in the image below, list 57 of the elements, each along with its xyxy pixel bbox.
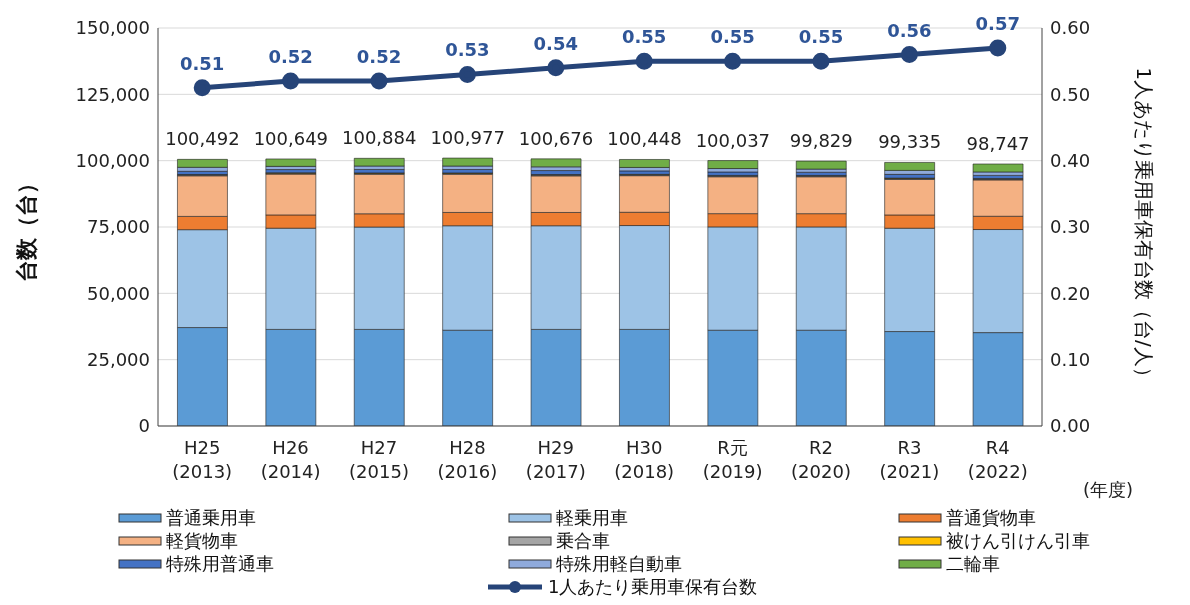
legend-label: 特殊用普通車 — [166, 551, 274, 576]
total-label: 100,649 — [253, 127, 329, 149]
y-axis-title: 台数（台） — [13, 172, 39, 282]
x-tick-label: H25 (2013) — [172, 437, 233, 482]
total-label: 99,335 — [878, 131, 942, 153]
y2-tick-label: 0.60 — [1050, 17, 1091, 39]
legend-label: 被けん引けん引車 — [946, 528, 1090, 553]
y-tick-label: 125,000 — [75, 83, 150, 105]
y-tick-label: 0 — [138, 415, 150, 437]
total-label: 100,884 — [342, 127, 417, 149]
legend-label: 二輪車 — [946, 551, 1000, 576]
x-tick-label: H27 (2015) — [349, 437, 409, 482]
legend-label: 1人あたり乗用車保有台数 — [548, 574, 758, 599]
data-label: 0.55 — [621, 26, 667, 48]
x-tick-label: R4 (2022) — [967, 437, 1028, 482]
total-label: 100,977 — [430, 127, 505, 149]
data-label: 0.57 — [975, 12, 1021, 34]
x-tick-label: H30 (2018) — [614, 437, 675, 482]
total-label: 100,676 — [518, 127, 594, 149]
y2-axis-title: 1人あたり乗用車保有台数（台/人） — [1131, 67, 1156, 387]
data-label: 0.56 — [887, 19, 932, 41]
y-tick-label: 25,000 — [87, 349, 150, 371]
legend-label: 軽貨物車 — [166, 528, 238, 553]
x-tick-label: R2 (2020) — [791, 437, 851, 482]
data-label: 0.51 — [179, 52, 225, 74]
data-label: 0.52 — [356, 46, 402, 68]
x-axis-title: (年度) — [1083, 478, 1134, 502]
y-tick-label: 150,000 — [75, 17, 150, 39]
data-label: 0.52 — [268, 46, 313, 68]
y2-tick-label: 0.00 — [1050, 415, 1091, 437]
total-label: 100,492 — [165, 128, 240, 150]
y-tick-label: 50,000 — [87, 282, 150, 304]
legend-label: 乗合車 — [556, 528, 610, 553]
total-label: 100,037 — [695, 129, 771, 151]
x-tick-label: H26 (2014) — [260, 437, 321, 482]
data-label: 0.54 — [533, 32, 579, 54]
x-tick-label: H29 (2017) — [525, 437, 586, 482]
data-label: 0.55 — [710, 26, 755, 48]
legend-label: 普通乗用車 — [166, 505, 256, 530]
y-tick-label: 100,000 — [75, 150, 150, 172]
y2-tick-label: 0.20 — [1050, 282, 1091, 304]
total-label: 98,747 — [966, 132, 1030, 154]
legend-label: 特殊用軽自動車 — [556, 551, 682, 576]
total-label: 99,829 — [789, 130, 853, 152]
x-tick-label: H28 (2016) — [437, 437, 498, 482]
y2-tick-label: 0.40 — [1050, 150, 1091, 172]
x-tick-label: R3 (2021) — [879, 437, 940, 482]
total-label: 100,448 — [607, 128, 682, 150]
x-tick-label: R元 (2019) — [702, 437, 763, 482]
y2-tick-label: 0.10 — [1050, 349, 1091, 371]
y2-tick-label: 0.30 — [1050, 216, 1091, 238]
data-label: 0.53 — [445, 39, 490, 61]
legend-label: 軽乗用車 — [556, 505, 628, 530]
legend-label: 普通貨物車 — [946, 505, 1036, 530]
data-label: 0.55 — [798, 26, 844, 48]
y2-tick-label: 0.50 — [1050, 83, 1091, 105]
y-tick-label: 75,000 — [87, 216, 150, 238]
